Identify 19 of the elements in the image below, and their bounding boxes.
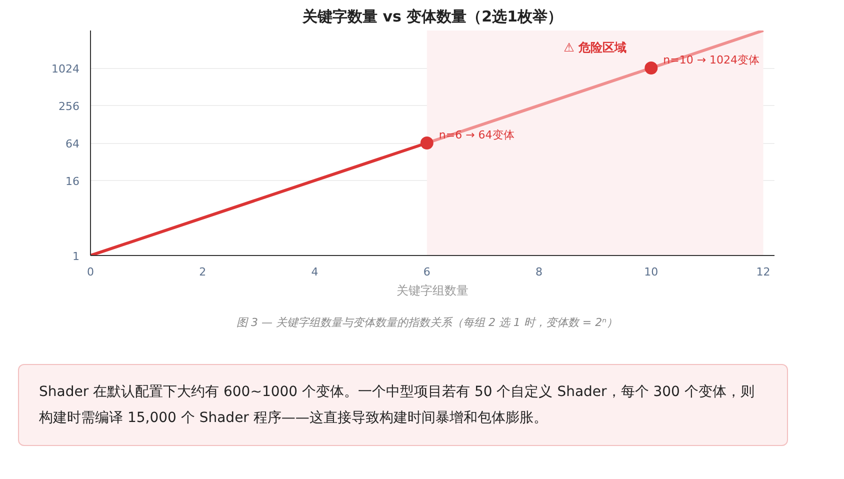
annotation: n=10 → 1024变体 (663, 54, 760, 66)
x-tick-label: 10 (644, 266, 658, 278)
x-tick-label: 2 (199, 266, 206, 278)
y-tick-label: 1024 (52, 62, 80, 76)
x-tick-label: 4 (311, 266, 318, 278)
chart-title: 关键字数量 vs 变体数量（2选1枚举） (301, 8, 563, 26)
caption: 图 3 — 关键字组数量与变体数量的指数关系（每组 2 选 1 时，变体数 = 2ⁿ） (236, 315, 618, 331)
y-tick-label: 1 (72, 250, 80, 263)
x-tick-label: 8 (536, 266, 543, 278)
band-label: ⚠ 危险区域 (564, 40, 627, 54)
x-axis-title: 关键字组数量 (396, 284, 468, 298)
x-tick-label: 0 (87, 266, 94, 278)
x-tick-label: 12 (756, 266, 770, 278)
y-tick-label: 16 (66, 175, 80, 188)
annotation: n=6 → 64变体 (438, 128, 514, 142)
x-tick-label: 6 (423, 266, 430, 278)
text: Shader 在默认配置下大约有 600~1000 个变体。一个中型项目若有 50 个自定义 Shader，每个 300 个变体，则构建时需编译 15,000 个 Shader 程序——这直接导致构建时间暴增和包体膨胀。 (39, 382, 756, 428)
y-tick-label: 64 (66, 138, 80, 150)
y-tick-label: 256 (58, 100, 80, 113)
